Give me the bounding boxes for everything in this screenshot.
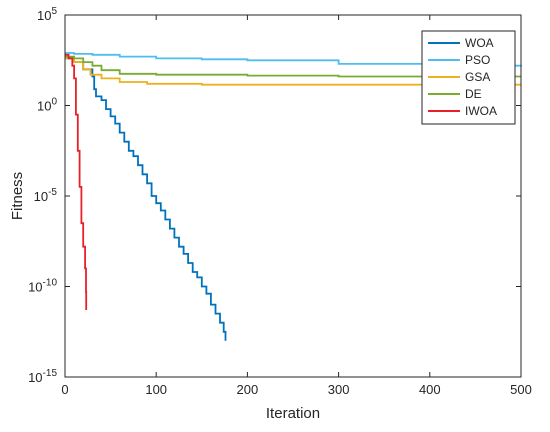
legend-label-gsa: GSA bbox=[465, 70, 490, 84]
x-tick-label: 100 bbox=[145, 382, 167, 397]
legend-label-woa: WOA bbox=[465, 36, 494, 50]
legend: WOA PSO GSA DE IWOA bbox=[421, 30, 516, 125]
series-layer bbox=[65, 52, 522, 341]
y-tick-label: 100 bbox=[37, 97, 57, 114]
legend-label-iwoa: IWOA bbox=[465, 104, 497, 118]
y-tick-label: 10-10 bbox=[28, 278, 57, 295]
legend-label-pso: PSO bbox=[465, 53, 490, 67]
x-axis: 0 100 200 300 400 500 bbox=[61, 15, 532, 397]
y-tick-label: 10-5 bbox=[34, 187, 58, 204]
y-axis-title: Fitness bbox=[9, 172, 26, 220]
x-tick-label: 300 bbox=[328, 382, 350, 397]
x-tick-label: 400 bbox=[419, 382, 441, 397]
series-line-gsa bbox=[65, 57, 521, 86]
x-tick-label: 200 bbox=[237, 382, 259, 397]
y-axis: 105 100 10-5 10-10 10-15 bbox=[28, 6, 521, 385]
series-line-iwoa bbox=[65, 53, 88, 310]
x-tick-label: 500 bbox=[510, 382, 532, 397]
y-tick-label: 10-15 bbox=[28, 368, 57, 385]
legend-label-de: DE bbox=[465, 87, 482, 101]
y-tick-label: 105 bbox=[37, 6, 57, 23]
x-axis-title: Iteration bbox=[266, 405, 320, 422]
series-line-woa bbox=[65, 57, 227, 341]
series-line-de bbox=[65, 55, 521, 78]
x-tick-label: 0 bbox=[61, 382, 68, 397]
